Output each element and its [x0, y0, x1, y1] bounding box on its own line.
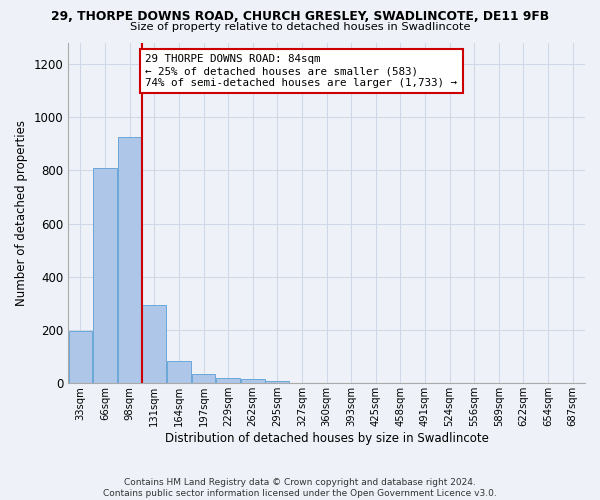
Bar — [265, 380, 289, 384]
Bar — [118, 137, 142, 384]
Bar — [68, 332, 92, 384]
Bar — [241, 380, 265, 384]
Text: 29 THORPE DOWNS ROAD: 84sqm
← 25% of detached houses are smaller (583)
74% of se: 29 THORPE DOWNS ROAD: 84sqm ← 25% of det… — [145, 54, 457, 88]
Text: 29, THORPE DOWNS ROAD, CHURCH GRESLEY, SWADLINCOTE, DE11 9FB: 29, THORPE DOWNS ROAD, CHURCH GRESLEY, S… — [51, 10, 549, 23]
Bar — [191, 374, 215, 384]
Bar — [216, 378, 240, 384]
Bar — [93, 168, 117, 384]
X-axis label: Distribution of detached houses by size in Swadlincote: Distribution of detached houses by size … — [164, 432, 488, 445]
Text: Size of property relative to detached houses in Swadlincote: Size of property relative to detached ho… — [130, 22, 470, 32]
Bar — [167, 360, 191, 384]
Bar — [142, 304, 166, 384]
Y-axis label: Number of detached properties: Number of detached properties — [15, 120, 28, 306]
Text: Contains HM Land Registry data © Crown copyright and database right 2024.
Contai: Contains HM Land Registry data © Crown c… — [103, 478, 497, 498]
